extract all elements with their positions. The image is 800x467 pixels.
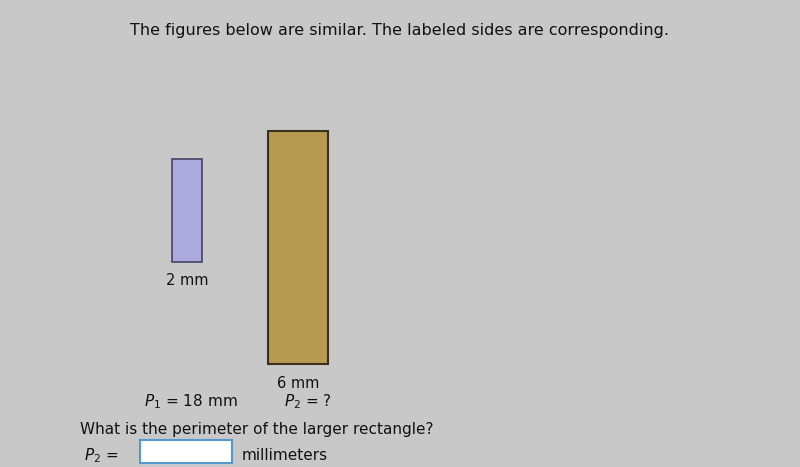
Text: What is the perimeter of the larger rectangle?: What is the perimeter of the larger rect… bbox=[80, 422, 434, 437]
Text: millimeters: millimeters bbox=[242, 448, 328, 463]
Bar bbox=[268, 131, 328, 364]
Text: The figures below are similar. The labeled sides are corresponding.: The figures below are similar. The label… bbox=[130, 23, 670, 38]
Bar bbox=[172, 159, 202, 262]
Text: 6 mm: 6 mm bbox=[278, 376, 319, 391]
Bar bbox=[140, 440, 232, 463]
Text: 2 mm: 2 mm bbox=[166, 273, 209, 288]
Text: $P_2$ = ?: $P_2$ = ? bbox=[284, 392, 332, 411]
Text: $P_2$ =: $P_2$ = bbox=[84, 446, 118, 465]
Text: $P_1$ = 18 mm: $P_1$ = 18 mm bbox=[144, 392, 238, 411]
